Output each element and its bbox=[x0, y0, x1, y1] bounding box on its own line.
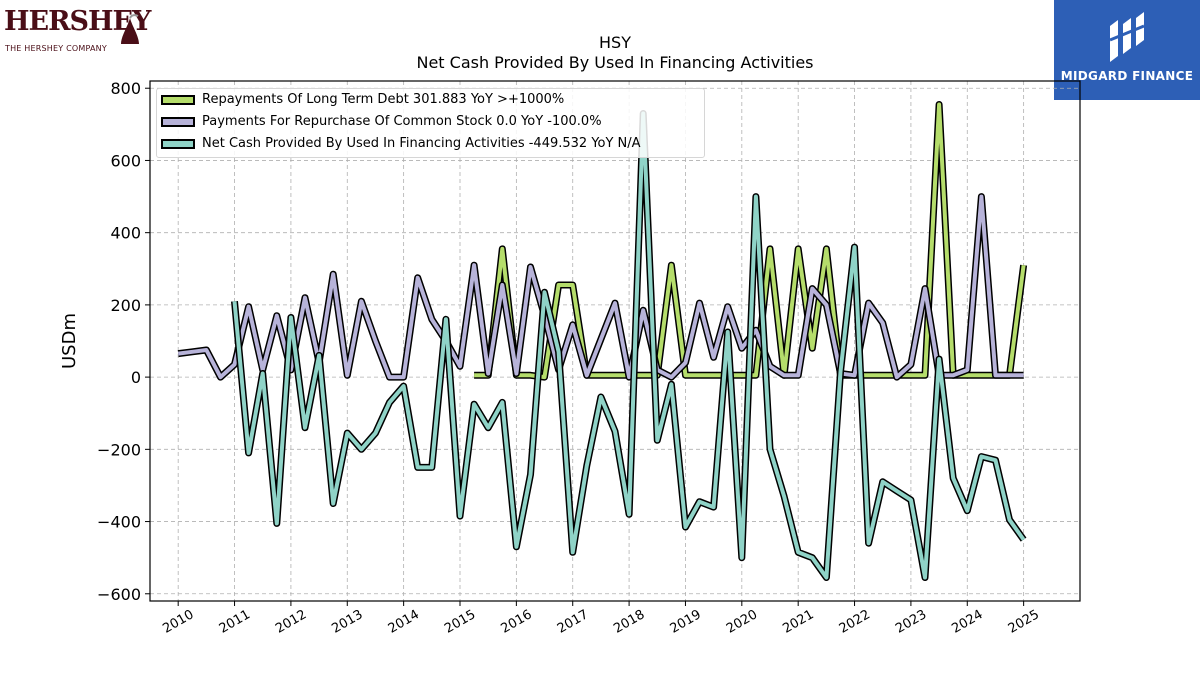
midgard-monogram-icon bbox=[1109, 12, 1145, 62]
chart-subtitle: Net Cash Provided By Used In Financing A… bbox=[416, 53, 813, 72]
midgard-finance-logo: MIDGARD FINANCE bbox=[1054, 0, 1200, 100]
x-tick-label: 2011 bbox=[217, 607, 253, 637]
legend-item-net-cash: Net Cash Provided By Used In Financing A… bbox=[157, 134, 704, 156]
legend-item-repayments: Repayments Of Long Term Debt 301.883 YoY… bbox=[157, 90, 704, 112]
y-tick-label: 200 bbox=[110, 296, 141, 315]
x-tick-label: 2023 bbox=[893, 607, 929, 637]
legend-swatch-repayments bbox=[161, 95, 195, 105]
legend-label-net-cash: Net Cash Provided By Used In Financing A… bbox=[202, 136, 641, 151]
x-tick-label: 2015 bbox=[442, 607, 478, 637]
y-axis-label: USDm bbox=[59, 313, 80, 369]
x-tick-label: 2014 bbox=[386, 607, 422, 637]
hershey-logo-tagline: THE HERSHEY COMPANY bbox=[5, 44, 107, 53]
y-tick-label: 800 bbox=[110, 79, 141, 98]
series-outline-repurchase bbox=[177, 193, 1024, 381]
y-tick-label: 400 bbox=[110, 224, 141, 243]
x-tick-label: 2010 bbox=[160, 607, 196, 637]
x-tick-label: 2022 bbox=[837, 607, 873, 637]
x-tick-label: 2024 bbox=[949, 607, 985, 637]
y-tick-label: −600 bbox=[97, 585, 141, 604]
x-tick-label: 2018 bbox=[611, 607, 647, 637]
y-tick-label: 0 bbox=[131, 368, 141, 387]
x-tick-label: 2013 bbox=[329, 607, 365, 637]
legend-item-repurchase: Payments For Repurchase Of Common Stock … bbox=[157, 112, 704, 134]
x-tick-label: 2020 bbox=[724, 607, 760, 637]
legend-swatch-net-cash bbox=[161, 139, 195, 149]
x-tick-label: 2017 bbox=[555, 607, 591, 637]
y-tick-label: −400 bbox=[97, 513, 141, 532]
plot-frame bbox=[149, 80, 1081, 602]
legend-label-repayments: Repayments Of Long Term Debt 301.883 YoY… bbox=[202, 92, 565, 107]
y-tick-label: −200 bbox=[97, 440, 141, 459]
legend-swatch-repurchase bbox=[161, 117, 195, 127]
midgard-logo-wordmark: MIDGARD FINANCE bbox=[1060, 69, 1194, 83]
x-tick-label: 2021 bbox=[780, 607, 816, 637]
series-line-repurchase bbox=[177, 194, 1024, 380]
x-tick-label: 2012 bbox=[273, 607, 309, 637]
x-tick-label: 2016 bbox=[499, 607, 535, 637]
hershey-kiss-icon bbox=[121, 14, 139, 44]
hershey-logo: HERSHEY THE HERSHEY COMPANY bbox=[4, 4, 151, 60]
series-lines bbox=[177, 101, 1028, 581]
chart-title: HSY bbox=[599, 33, 631, 52]
series-line-net-cash bbox=[232, 111, 1026, 580]
x-tick-label: 2025 bbox=[1006, 607, 1042, 637]
x-tick-label: 2019 bbox=[668, 607, 704, 637]
legend-label-repurchase: Payments For Repurchase Of Common Stock … bbox=[202, 114, 602, 129]
chart-legend: Repayments Of Long Term Debt 301.883 YoY… bbox=[156, 88, 705, 158]
y-tick-label: 600 bbox=[110, 151, 141, 170]
